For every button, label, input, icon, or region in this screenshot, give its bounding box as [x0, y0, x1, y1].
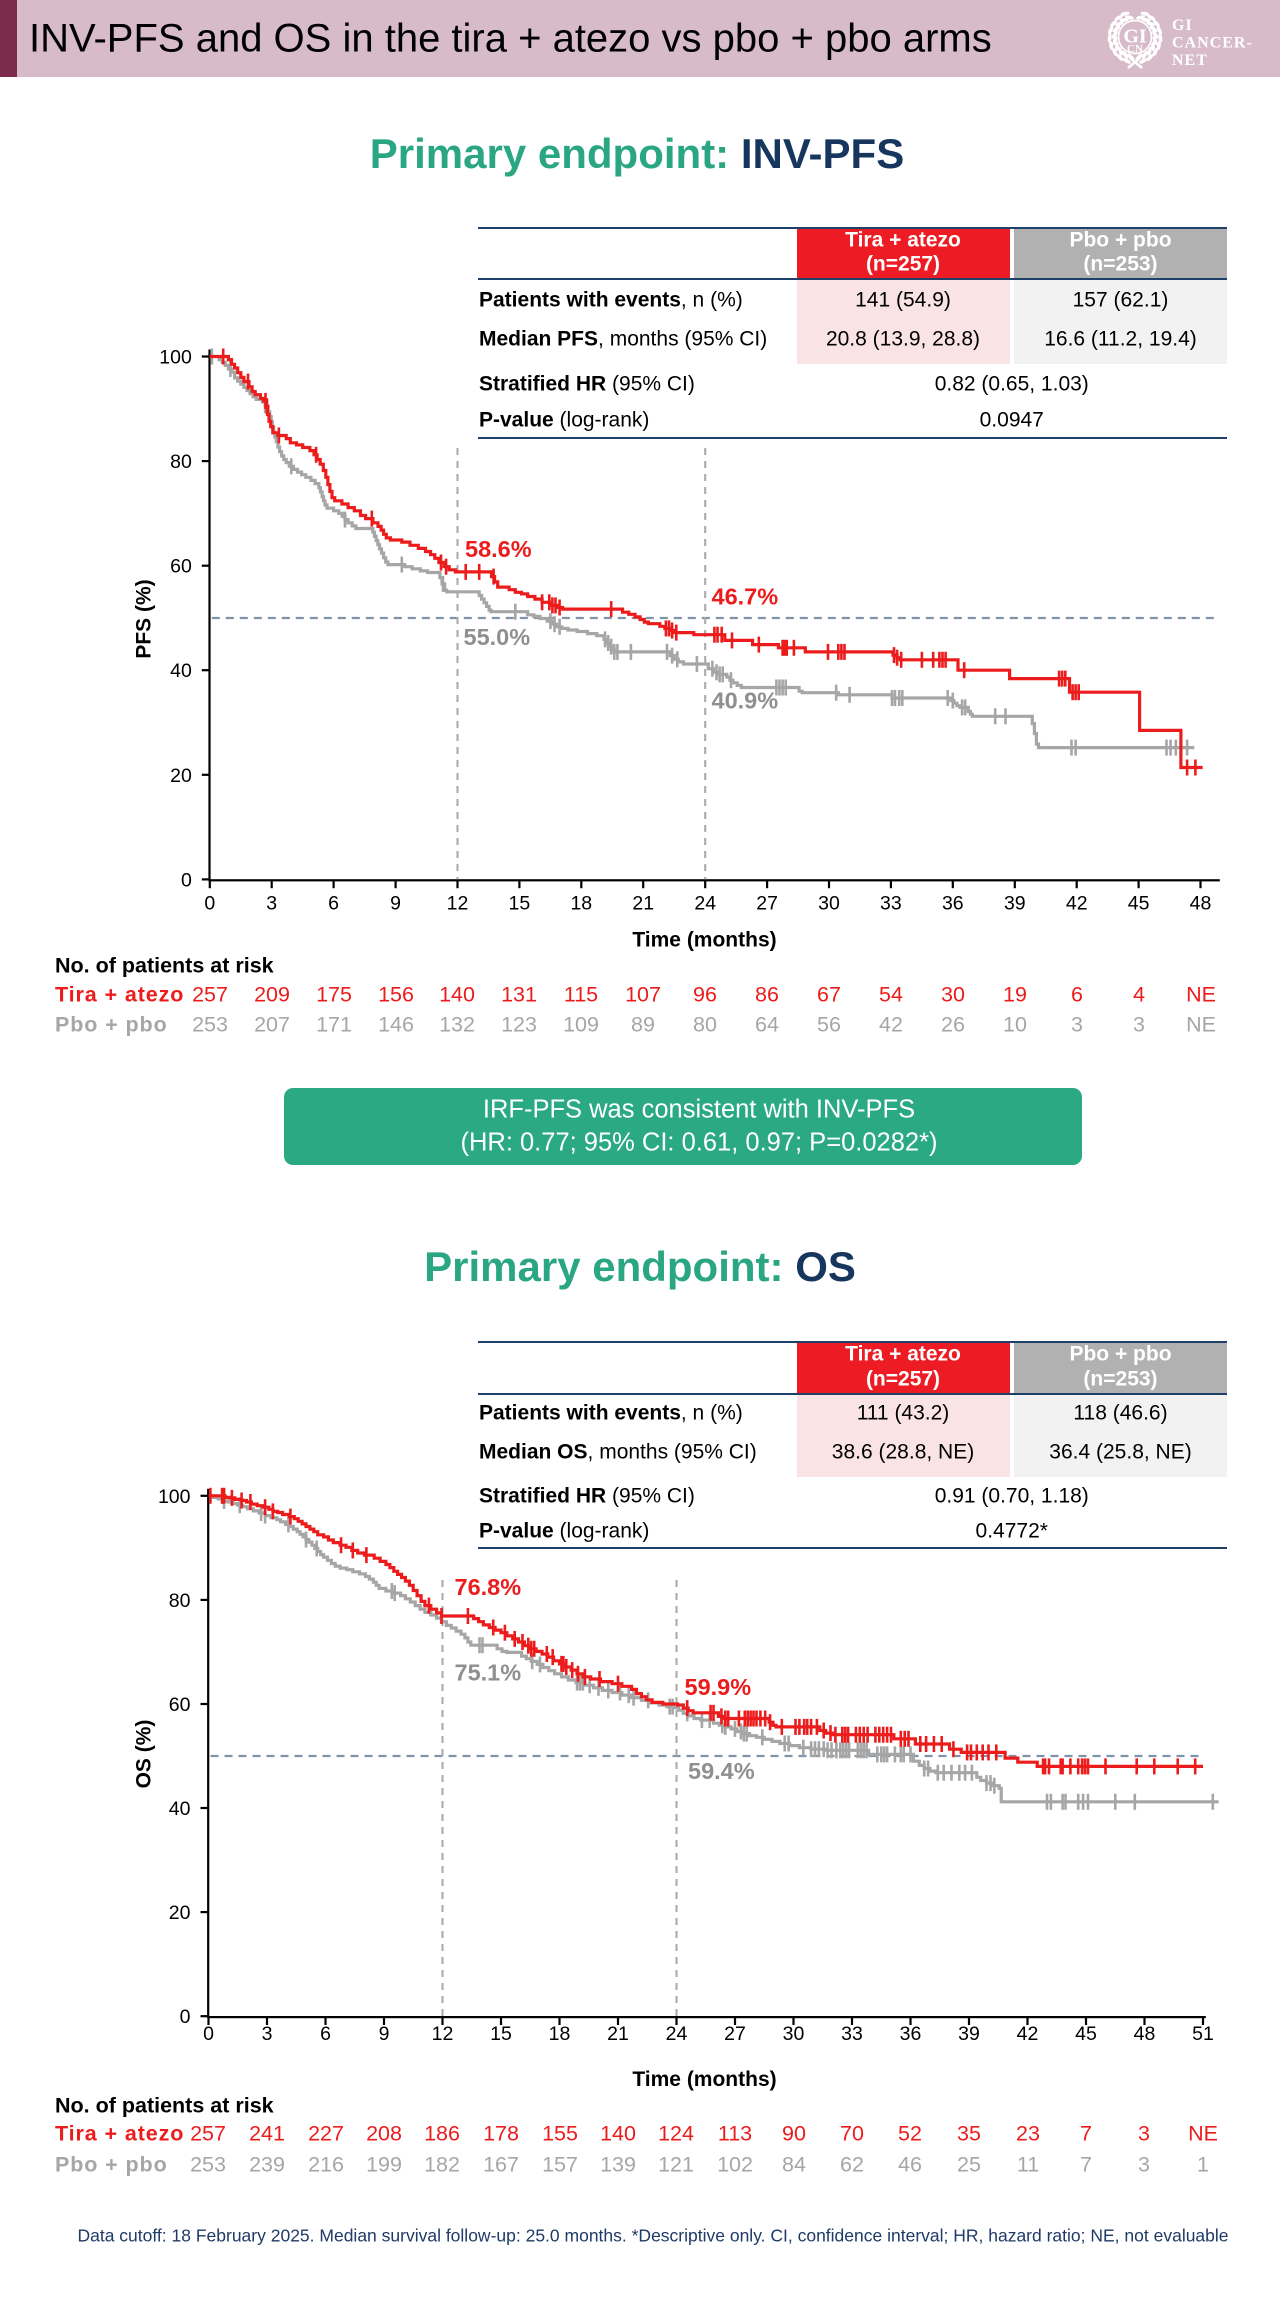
svg-text:27: 27	[724, 2023, 746, 2045]
svg-text:CANCER-: CANCER-	[1172, 35, 1253, 52]
svg-text:6: 6	[328, 893, 339, 915]
svg-text:21: 21	[607, 2023, 629, 2045]
svg-text:15: 15	[509, 893, 531, 915]
svg-text:42: 42	[1017, 2023, 1039, 2045]
svg-text:15: 15	[490, 2023, 512, 2045]
svg-text:45: 45	[1128, 893, 1150, 915]
svg-text:58.6%: 58.6%	[465, 536, 532, 562]
svg-text:33: 33	[880, 893, 902, 915]
svg-text:GI: GI	[1123, 26, 1147, 48]
svg-text:3: 3	[266, 893, 277, 915]
svg-text:0: 0	[203, 2023, 214, 2045]
svg-text:75.1%: 75.1%	[455, 1660, 522, 1686]
svg-text:45: 45	[1075, 2023, 1097, 2045]
svg-text:0: 0	[204, 893, 215, 915]
svg-text:42: 42	[1066, 893, 1088, 915]
svg-text:76.8%: 76.8%	[455, 1574, 522, 1600]
svg-text:30: 30	[818, 893, 840, 915]
svg-text:27: 27	[756, 893, 778, 915]
svg-text:46.7%: 46.7%	[712, 584, 779, 610]
svg-text:60: 60	[169, 1694, 191, 1716]
svg-text:36: 36	[900, 2023, 922, 2045]
svg-text:3: 3	[262, 2023, 273, 2045]
svg-text:39: 39	[1004, 893, 1026, 915]
svg-text:55.0%: 55.0%	[464, 624, 531, 650]
svg-text:48: 48	[1190, 893, 1212, 915]
svg-text:9: 9	[379, 2023, 390, 2045]
svg-text:100: 100	[158, 1486, 191, 1508]
svg-text:12: 12	[432, 2023, 454, 2045]
svg-text:59.4%: 59.4%	[688, 1758, 755, 1784]
svg-text:24: 24	[694, 893, 716, 915]
svg-text:51: 51	[1192, 2023, 1214, 2045]
svg-text:48: 48	[1134, 2023, 1156, 2045]
svg-text:40: 40	[170, 660, 192, 682]
svg-text:GI: GI	[1172, 17, 1193, 34]
svg-text:PFS (%): PFS (%)	[133, 579, 156, 658]
svg-text:21: 21	[632, 893, 654, 915]
svg-text:12: 12	[447, 893, 469, 915]
svg-text:39: 39	[958, 2023, 980, 2045]
svg-text:9: 9	[390, 893, 401, 915]
svg-text:OS (%): OS (%)	[133, 1720, 156, 1789]
svg-text:20: 20	[170, 765, 192, 787]
svg-text:NET: NET	[1172, 52, 1208, 69]
svg-text:30: 30	[783, 2023, 805, 2045]
svg-text:6: 6	[320, 2023, 331, 2045]
svg-text:80: 80	[170, 451, 192, 473]
svg-text:59.9%: 59.9%	[685, 1674, 752, 1700]
svg-text:36: 36	[942, 893, 964, 915]
svg-text:40: 40	[169, 1798, 191, 1820]
svg-text:Time (months): Time (months)	[632, 2068, 776, 2091]
svg-text:CN: CN	[1127, 43, 1143, 55]
svg-text:33: 33	[841, 2023, 863, 2045]
svg-text:18: 18	[549, 2023, 571, 2045]
svg-text:18: 18	[570, 893, 592, 915]
svg-text:0: 0	[180, 2006, 191, 2028]
svg-text:0: 0	[181, 869, 192, 891]
svg-text:100: 100	[159, 347, 192, 369]
svg-text:80: 80	[169, 1590, 191, 1612]
svg-text:Time (months): Time (months)	[632, 929, 776, 952]
svg-text:20: 20	[169, 1902, 191, 1924]
svg-text:24: 24	[666, 2023, 688, 2045]
svg-text:40.9%: 40.9%	[712, 688, 779, 714]
svg-text:60: 60	[170, 556, 192, 578]
